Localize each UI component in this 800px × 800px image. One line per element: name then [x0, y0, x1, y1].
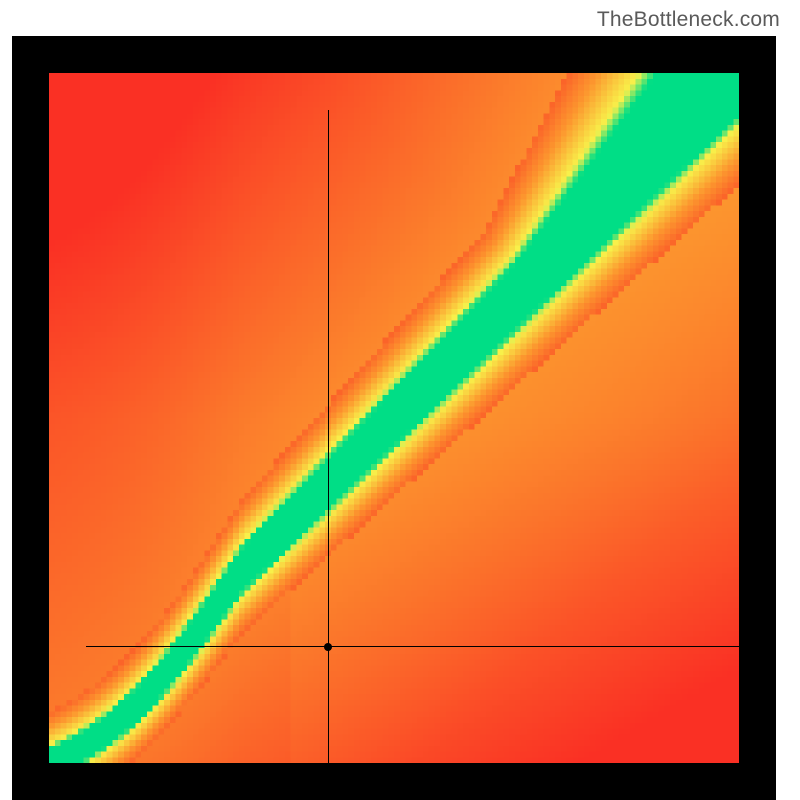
attribution-text: TheBottleneck.com: [597, 8, 780, 32]
figure-container: TheBottleneck.com: [0, 0, 800, 800]
heatmap-canvas: [49, 73, 739, 763]
heatmap-frame: [12, 36, 776, 800]
